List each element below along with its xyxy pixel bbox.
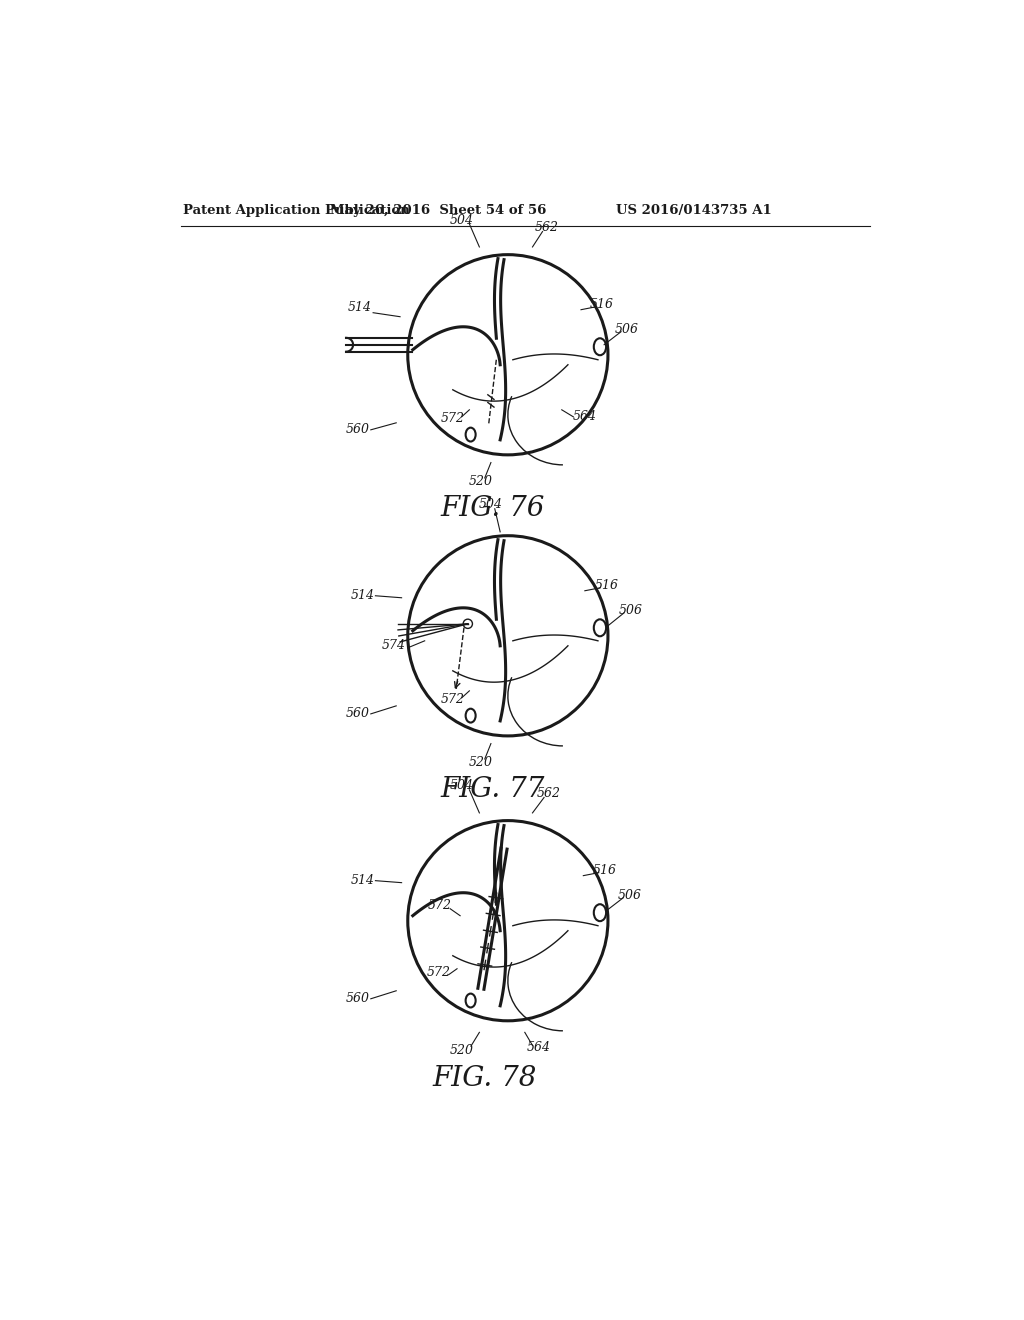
Text: 562: 562 (537, 787, 561, 800)
Text: FIG. 78: FIG. 78 (432, 1065, 537, 1092)
Text: 506: 506 (615, 323, 639, 337)
Text: 572: 572 (427, 966, 451, 979)
Text: May 26, 2016  Sheet 54 of 56: May 26, 2016 Sheet 54 of 56 (331, 205, 547, 218)
Text: US 2016/0143735 A1: US 2016/0143735 A1 (615, 205, 771, 218)
Text: 520: 520 (450, 1044, 474, 1056)
Text: 572: 572 (428, 899, 453, 912)
Text: 506: 506 (620, 605, 643, 618)
Text: 560: 560 (346, 993, 370, 1006)
Text: 514: 514 (348, 301, 372, 314)
Text: 504: 504 (450, 214, 474, 227)
Text: 514: 514 (351, 874, 375, 887)
Text: FIG. 77: FIG. 77 (440, 776, 545, 804)
Text: 516: 516 (593, 865, 616, 878)
Text: 562: 562 (535, 222, 558, 234)
Text: 504: 504 (450, 779, 474, 792)
Text: 520: 520 (469, 475, 493, 488)
Text: 516: 516 (590, 298, 613, 312)
Text: 516: 516 (594, 579, 618, 593)
Text: 520: 520 (469, 756, 493, 770)
Text: 564: 564 (572, 411, 597, 424)
Text: 504: 504 (479, 499, 503, 511)
Text: 506: 506 (617, 890, 641, 902)
Text: 572: 572 (440, 412, 465, 425)
Text: Patent Application Publication: Patent Application Publication (183, 205, 410, 218)
Text: 560: 560 (346, 424, 370, 437)
Text: 560: 560 (346, 708, 370, 721)
Text: 514: 514 (351, 589, 375, 602)
Text: FIG. 76: FIG. 76 (440, 495, 545, 523)
Text: 572: 572 (440, 693, 465, 706)
Text: 564: 564 (526, 1041, 551, 1055)
Text: 574: 574 (382, 639, 406, 652)
